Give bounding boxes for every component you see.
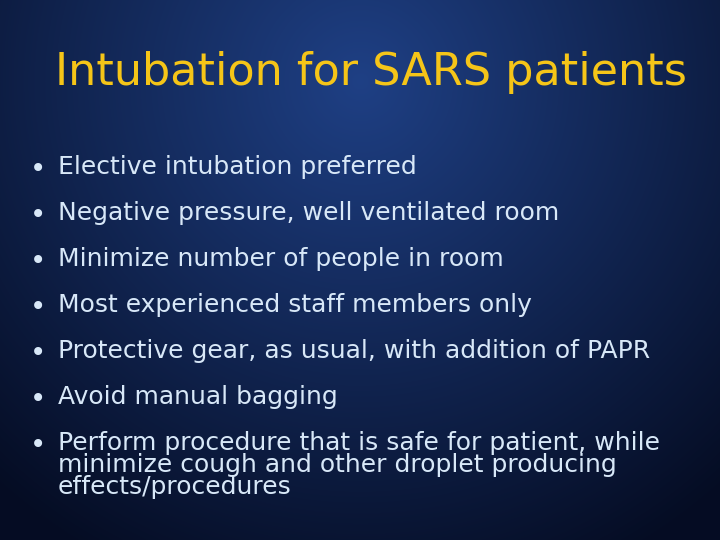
- Text: effects/procedures: effects/procedures: [58, 475, 292, 499]
- Text: •: •: [30, 247, 46, 275]
- Text: •: •: [30, 431, 46, 459]
- Text: •: •: [30, 201, 46, 229]
- Text: Minimize number of people in room: Minimize number of people in room: [58, 247, 504, 271]
- Text: Avoid manual bagging: Avoid manual bagging: [58, 385, 338, 409]
- Text: minimize cough and other droplet producing: minimize cough and other droplet produci…: [58, 453, 617, 477]
- Text: Elective intubation preferred: Elective intubation preferred: [58, 155, 417, 179]
- Text: •: •: [30, 385, 46, 413]
- Text: •: •: [30, 293, 46, 321]
- Text: Negative pressure, well ventilated room: Negative pressure, well ventilated room: [58, 201, 559, 225]
- Text: •: •: [30, 339, 46, 367]
- Text: Most experienced staff members only: Most experienced staff members only: [58, 293, 532, 317]
- Text: Protective gear, as usual, with addition of PAPR: Protective gear, as usual, with addition…: [58, 339, 650, 363]
- Text: •: •: [30, 155, 46, 183]
- Text: Intubation for SARS patients: Intubation for SARS patients: [55, 51, 687, 93]
- Text: Perform procedure that is safe for patient, while: Perform procedure that is safe for patie…: [58, 431, 660, 455]
